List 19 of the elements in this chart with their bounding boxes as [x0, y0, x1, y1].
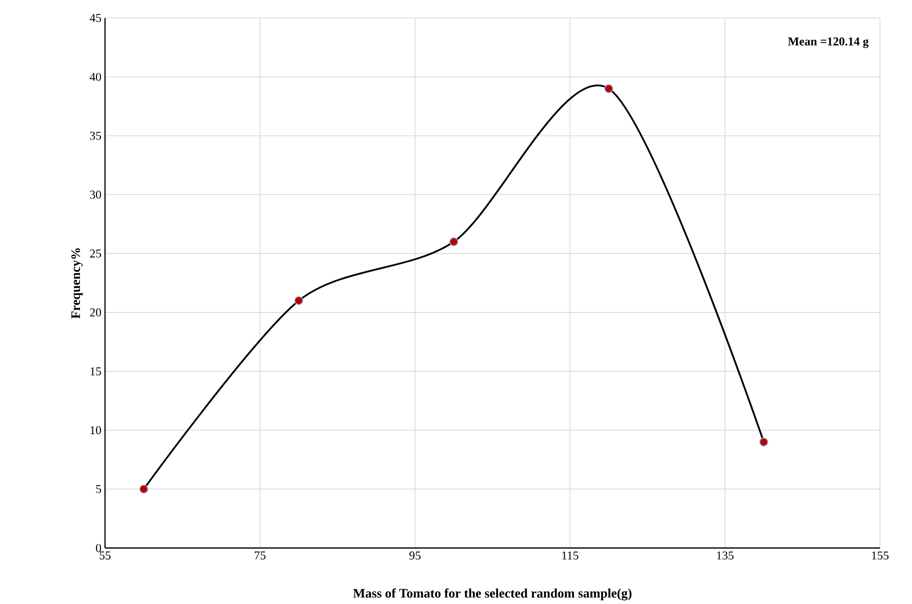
x-tick-label: 135	[717, 552, 734, 560]
x-axis-title: Mass of Tomato for the selected random sample(g)	[353, 588, 632, 601]
x-tick-label: 115	[562, 552, 578, 560]
y-tick-label: 30	[90, 190, 102, 199]
y-tick-label: 20	[90, 308, 102, 317]
y-tick-label: 40	[90, 72, 102, 82]
x-tick-label: 55	[100, 552, 111, 560]
annotation: Mean =120.14 g	[788, 38, 869, 48]
y-tick-label: 10	[90, 426, 102, 434]
y-tick-label: 5	[96, 485, 102, 494]
y-axis-title: Frequency%	[71, 248, 83, 319]
x-tick-label: 95	[409, 552, 421, 560]
y-tick-label: 0	[96, 544, 102, 552]
y-tick-label: 35	[90, 132, 102, 140]
y-tick-label: 15	[90, 367, 102, 376]
x-tick-label: 75	[254, 552, 266, 560]
y-tick-label: 25	[90, 250, 102, 258]
y-tick-label: 45	[90, 14, 102, 22]
x-tick-label: 155	[872, 552, 889, 560]
